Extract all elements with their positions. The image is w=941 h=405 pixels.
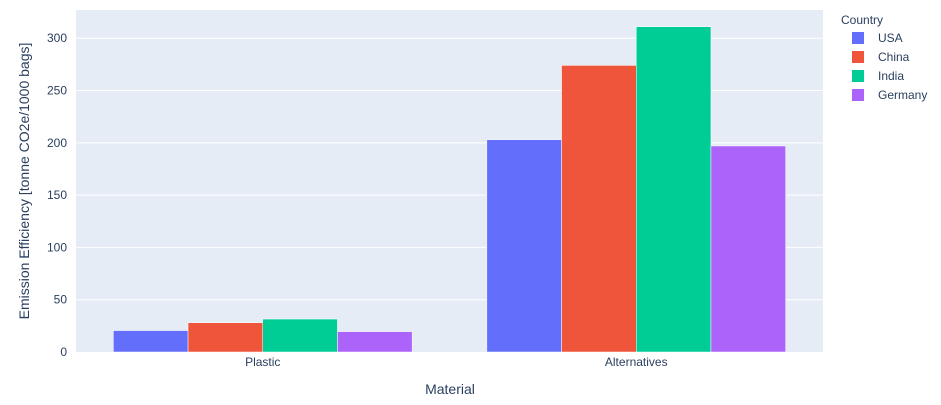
- legend-title: Country: [841, 13, 883, 27]
- legend-swatch: [852, 51, 864, 63]
- y-tick-label: 50: [54, 293, 68, 307]
- bar: [262, 318, 338, 353]
- bar: [561, 65, 637, 353]
- x-axis-ticks: Plastic Alternatives: [245, 355, 668, 369]
- y-tick-label: 300: [47, 31, 67, 45]
- legend-label: Germany: [878, 88, 927, 102]
- bar: [710, 145, 786, 353]
- y-axis-ticks: 0 50 100 150 200 250 300: [47, 31, 67, 359]
- legend-label: China: [878, 50, 910, 64]
- bar: [187, 322, 263, 353]
- legend-swatch: [852, 89, 864, 101]
- y-tick-label: 0: [60, 345, 67, 359]
- legend-swatch: [852, 70, 864, 82]
- bars: [113, 26, 786, 353]
- legend-label: India: [878, 69, 904, 83]
- legend: Country USA China India Germany: [841, 13, 927, 102]
- y-tick-label: 150: [47, 188, 67, 202]
- y-axis-title: Emission Efficiency [tonne CO2e/1000 bag…: [16, 43, 32, 320]
- legend-swatch: [852, 32, 864, 44]
- y-tick-label: 200: [47, 136, 67, 150]
- bar: [113, 330, 189, 353]
- bar: [636, 26, 712, 353]
- y-tick-label: 250: [47, 84, 67, 98]
- bar: [337, 331, 413, 353]
- x-axis-title: Material: [425, 381, 475, 397]
- y-tick-label: 100: [47, 240, 67, 254]
- x-tick-label: Plastic: [245, 355, 280, 369]
- legend-label: USA: [878, 31, 903, 45]
- bar: [486, 139, 562, 353]
- x-tick-label: Alternatives: [605, 355, 668, 369]
